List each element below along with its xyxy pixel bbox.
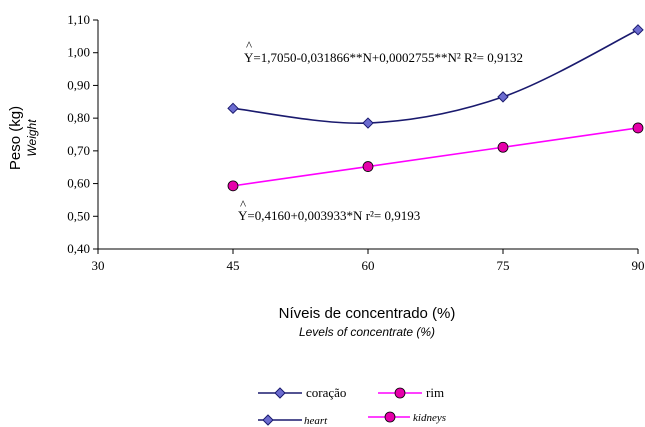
kidneys-point: [632, 122, 644, 134]
y-tick-label: 0,90: [67, 77, 90, 92]
series-markers: [227, 24, 644, 192]
y-tick-labels: 0,40 0,50 0,60 0,70 0,80 0,90 1,00 1,10: [67, 12, 90, 256]
x-tick-label: 90: [632, 258, 645, 273]
y-tick-label: 0,60: [67, 176, 90, 191]
legend-kidneys-label-en: kidneys: [413, 412, 446, 424]
legend: coração rim heart kidneys: [258, 385, 446, 427]
axes: [93, 19, 639, 254]
legend-kidneys-marker-en: [384, 411, 396, 423]
heart-point: [227, 102, 239, 115]
kidneys-equation: Y=0,4160+0,003933*N r²= 0,9193: [238, 208, 420, 223]
y-tick-label: 0,80: [67, 110, 90, 125]
legend-kidneys-marker: [394, 387, 406, 399]
x-tick-label: 75: [497, 258, 510, 273]
x-tick-labels: 30 45 60 75 90: [92, 258, 645, 273]
heart-equation: Y=1,7050-0,031866**N+0,0002755**N² R²= 0…: [244, 50, 523, 65]
y-tick-label: 0,70: [67, 143, 90, 158]
heart-equation-hat: ^: [246, 38, 252, 53]
series-lines: [232, 29, 639, 187]
kidneys-point: [362, 161, 374, 172]
heart-point: [362, 117, 374, 129]
x-tick-label: 45: [227, 258, 240, 273]
legend-heart-marker-en: [262, 414, 274, 426]
y-axis-subtitle: Weight: [25, 119, 39, 157]
y-axis-title: Peso (kg): [7, 106, 24, 170]
y-tick-label: 0,50: [67, 208, 90, 223]
x-axis-title: Níveis de concentrado (%): [279, 305, 456, 322]
heart-point: [497, 91, 509, 103]
heart-series-line: [232, 29, 639, 125]
legend-heart-label-en: heart: [304, 415, 328, 427]
heart-point: [632, 24, 644, 36]
kidneys-point: [497, 141, 509, 153]
x-tick-label: 30: [92, 258, 105, 273]
y-tick-label: 1,00: [67, 45, 90, 60]
legend-kidneys-label: rim: [426, 385, 444, 400]
y-tick-label: 1,10: [67, 12, 90, 27]
kidneys-series-line: [232, 127, 639, 187]
y-tick-label: 0,40: [67, 241, 90, 256]
x-axis-subtitle: Levels of concentrate (%): [299, 325, 435, 339]
legend-heart-marker: [274, 387, 286, 399]
kidneys-equation-hat: ^: [240, 197, 246, 212]
legend-heart-label: coração: [306, 385, 346, 400]
kidneys-point: [227, 180, 239, 192]
x-tick-label: 60: [362, 258, 375, 273]
